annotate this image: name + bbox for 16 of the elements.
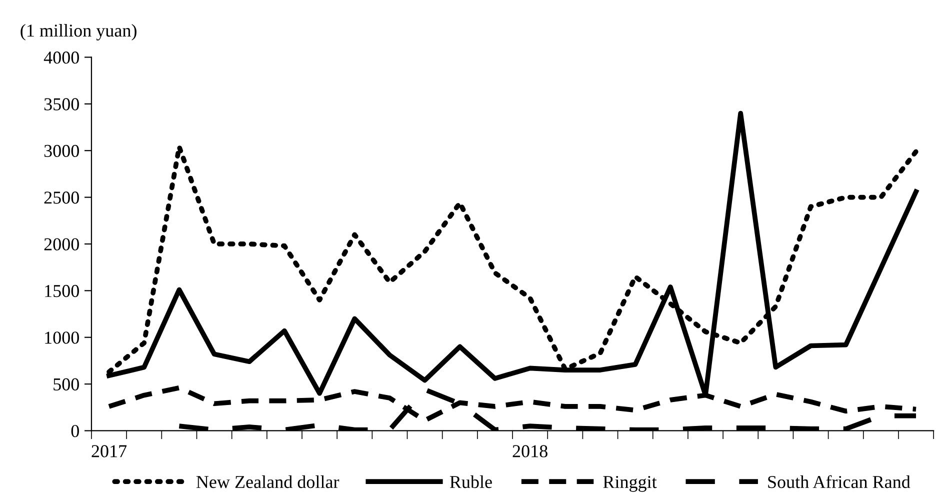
y-tick-label: 2500 [44,192,79,204]
y-tick-label: 1000 [45,332,79,344]
y-tick-label: 2000 [44,238,79,250]
y-tick-label: 0 [71,424,79,438]
y-tick-label: 500 [54,378,79,390]
legend-label: New Zealand dollar [196,475,340,488]
legend-label: South African Rand [768,475,910,488]
legend-label: Ringgit [603,476,657,492]
x-tick-label: 2017 [92,445,127,458]
legend-label: Ruble [450,475,492,488]
y-axis-title: (1 million yuan) [20,24,136,40]
y-tick-label: 4000 [44,51,79,64]
x-tick-label: 2018 [512,445,548,458]
y-tick-label: 3500 [44,98,79,110]
y-tick-label: 3000 [44,144,79,158]
y-tick-label: 1500 [45,284,79,298]
